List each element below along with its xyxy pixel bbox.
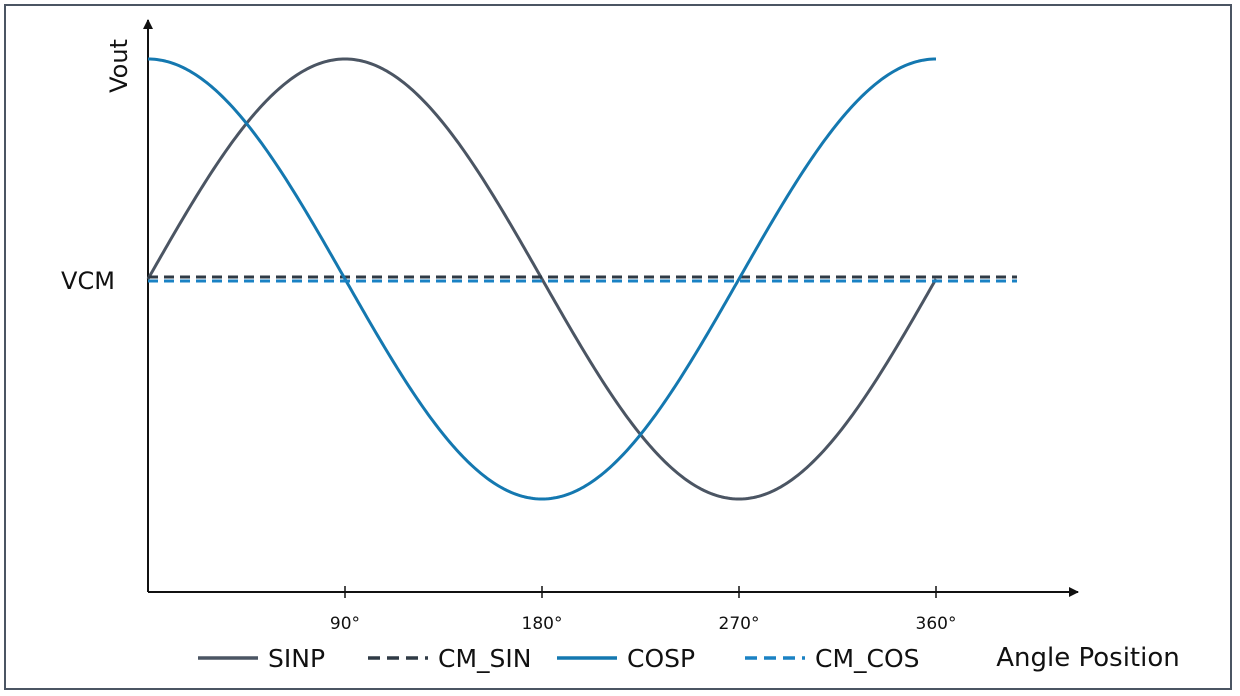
legend-label: SINP xyxy=(268,644,325,673)
x-tick-label: 270° xyxy=(719,614,760,634)
series-line-sinp xyxy=(146,57,938,501)
legend-label: CM_COS xyxy=(815,644,920,673)
x-axis-label: Angle Position xyxy=(996,643,1180,673)
x-tick-label: 360° xyxy=(916,614,957,634)
x-tick-label: 90° xyxy=(330,614,360,634)
legend-label: COSP xyxy=(627,644,695,673)
vcm-label: VCM xyxy=(61,267,115,295)
y-axis-label: Vout xyxy=(105,39,133,93)
x-tick-label: 180° xyxy=(522,614,563,634)
series-line-cosp xyxy=(147,57,937,501)
chart-frame xyxy=(4,4,1232,690)
legend-label: CM_SIN xyxy=(438,644,531,673)
